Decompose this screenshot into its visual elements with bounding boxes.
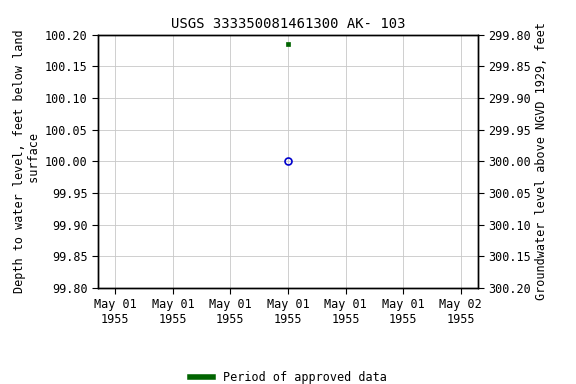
Legend: Period of approved data: Period of approved data (185, 366, 391, 384)
Y-axis label: Groundwater level above NGVD 1929, feet: Groundwater level above NGVD 1929, feet (536, 22, 548, 300)
Y-axis label: Depth to water level, feet below land
 surface: Depth to water level, feet below land su… (13, 30, 40, 293)
Title: USGS 333350081461300 AK- 103: USGS 333350081461300 AK- 103 (170, 17, 406, 31)
